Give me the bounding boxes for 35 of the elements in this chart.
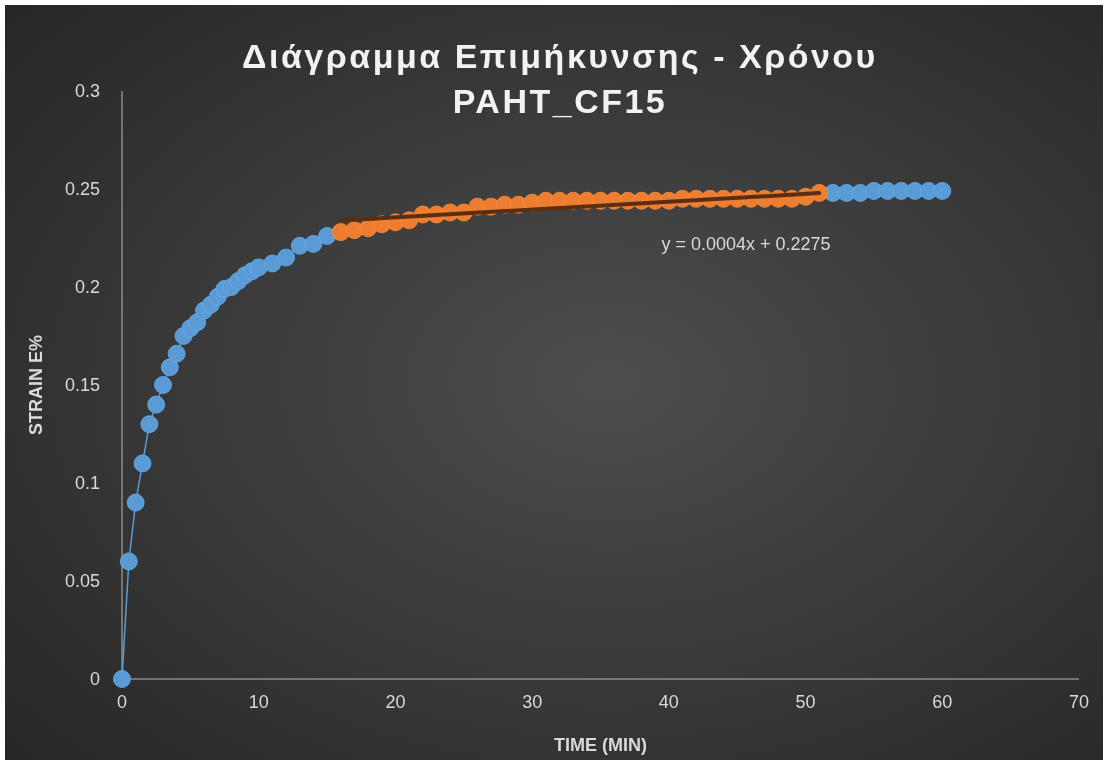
- point: [113, 670, 131, 688]
- y-tick-label: 0: [89, 669, 100, 689]
- point: [167, 344, 186, 363]
- y-tick-label: 0.2: [74, 277, 100, 297]
- point: [865, 182, 883, 200]
- x-tick-label: 50: [795, 692, 816, 712]
- point: [154, 376, 172, 394]
- point: [304, 234, 323, 253]
- point: [119, 552, 138, 571]
- x-tick-label: 10: [248, 692, 269, 712]
- x-axis-title: TIME (MIN): [554, 735, 647, 755]
- point: [147, 395, 166, 414]
- point: [249, 258, 268, 277]
- point: [160, 358, 179, 377]
- y-tick-label: 0.1: [74, 473, 100, 493]
- chart-title: Διάγραμμα Επιμήκυνσης - Χρόνου PAHT_CF15: [242, 37, 878, 120]
- x-tick-label: 20: [385, 692, 406, 712]
- point: [933, 182, 952, 200]
- y-tick-label: 0.3: [74, 81, 100, 101]
- x-tick-label: 70: [1068, 692, 1090, 712]
- y-tick-label: 0.15: [64, 375, 100, 395]
- point: [140, 415, 159, 434]
- y-tick-label: 0.05: [64, 571, 100, 591]
- x-tick-label: 0: [116, 692, 128, 712]
- annotation: y = 0.0004x + 0.2275: [661, 234, 831, 254]
- point: [133, 454, 152, 473]
- x-tick-label: 40: [658, 692, 679, 712]
- point: [906, 182, 924, 200]
- y-tick-label: 0.25: [64, 179, 100, 199]
- point: [126, 493, 145, 512]
- y-axis-title: STRAIN E%: [26, 334, 46, 436]
- x-tick-label: 60: [932, 692, 953, 712]
- x-tick-label: 30: [522, 692, 543, 712]
- point: [277, 248, 295, 267]
- point: [263, 254, 282, 273]
